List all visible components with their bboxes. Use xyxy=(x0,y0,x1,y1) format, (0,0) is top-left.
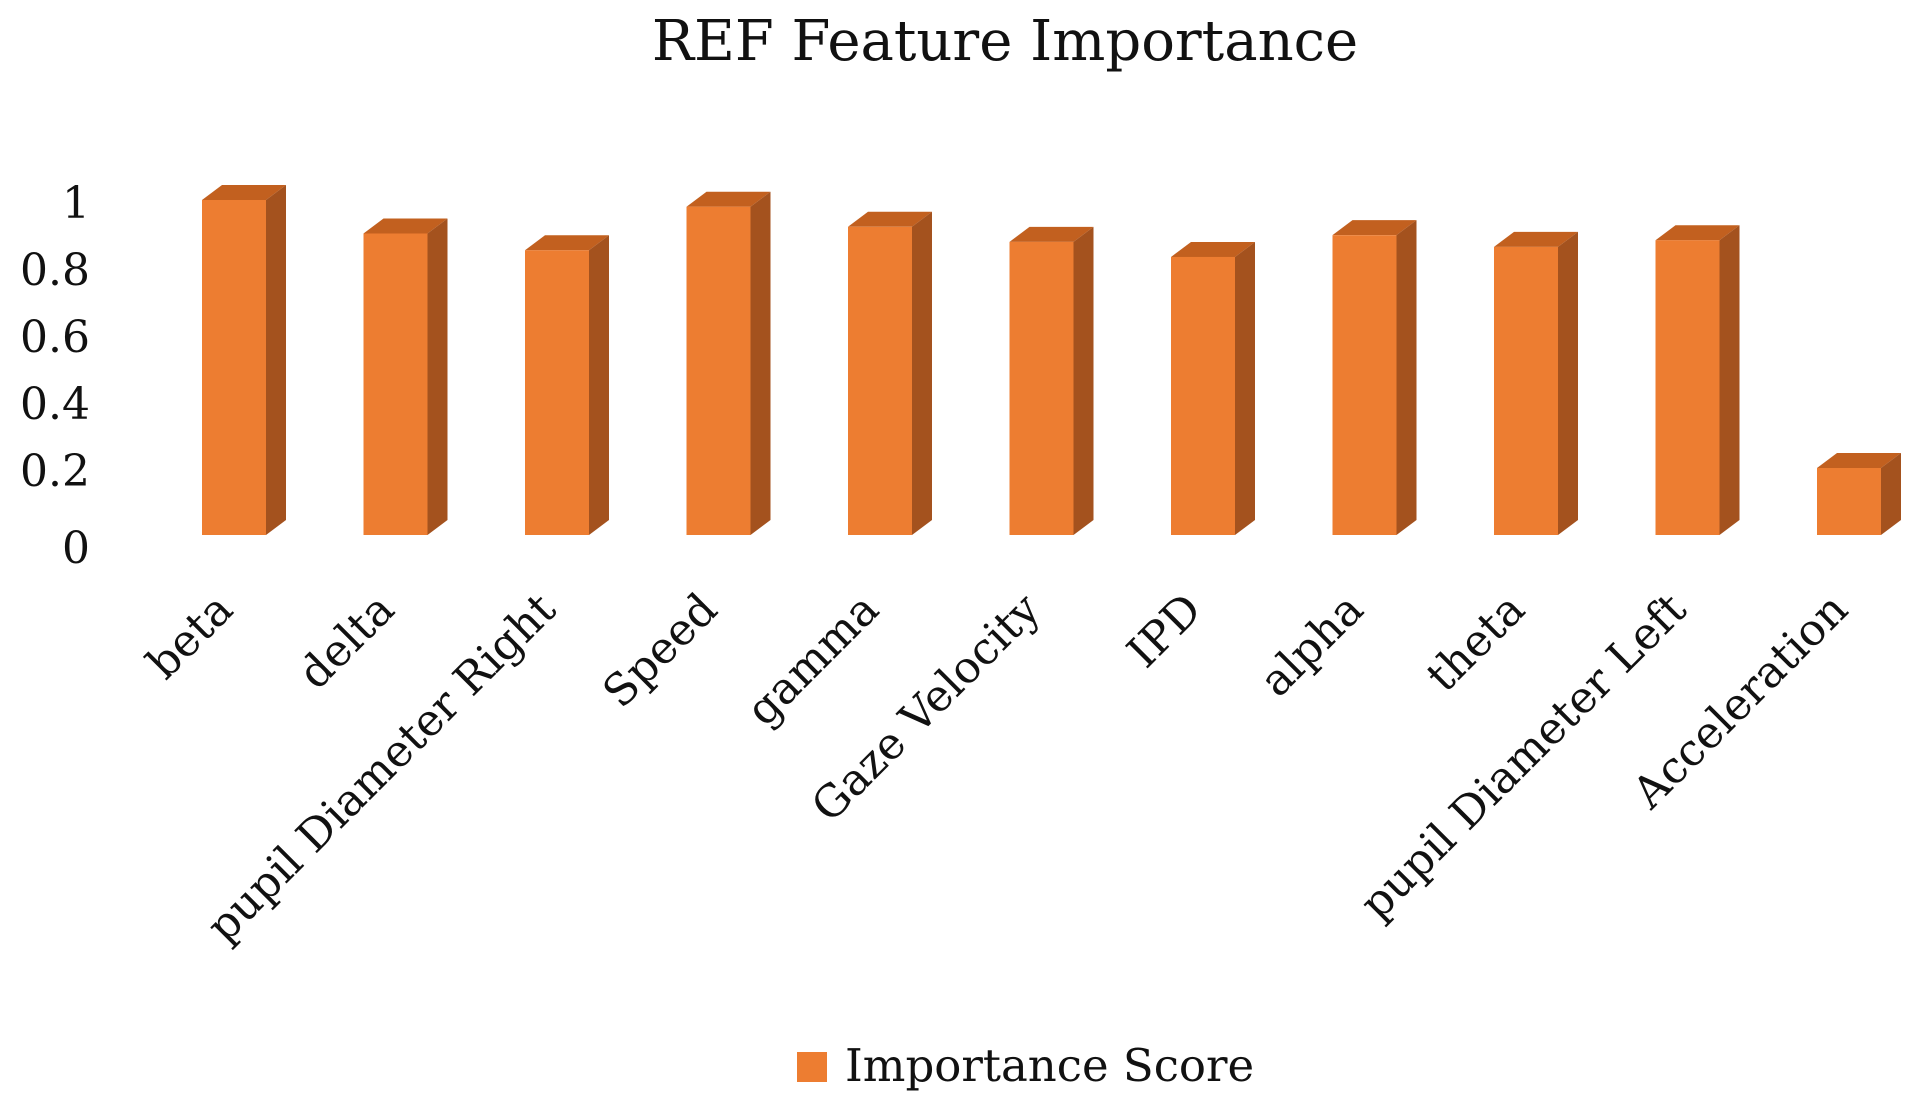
bar-top xyxy=(363,218,448,234)
bar-top xyxy=(1655,225,1740,241)
bar-front xyxy=(202,200,266,535)
bar xyxy=(848,211,932,536)
bar-side xyxy=(427,218,448,535)
bar-side xyxy=(1073,226,1094,535)
bar-side xyxy=(750,191,771,535)
bar-top xyxy=(1494,231,1578,247)
bar-front xyxy=(1332,235,1397,536)
bar-front xyxy=(1171,256,1235,535)
bar-front xyxy=(363,233,428,535)
bar xyxy=(363,218,448,535)
y-tick-label: 0 xyxy=(62,523,90,574)
bar xyxy=(525,235,609,535)
bar-top xyxy=(686,191,771,207)
bar-side xyxy=(589,235,609,535)
x-tick-label: alpha xyxy=(1250,584,1373,707)
bar-front xyxy=(848,226,912,536)
bar-top xyxy=(202,185,286,200)
bar-front xyxy=(1817,468,1881,535)
bar-side xyxy=(266,185,286,535)
bars xyxy=(202,185,1901,536)
y-tick-label: 1 xyxy=(62,178,90,229)
bar-front xyxy=(1494,246,1558,535)
bar-top xyxy=(1171,241,1255,257)
x-tick-label: IPD xyxy=(1118,584,1212,678)
bar xyxy=(1171,241,1255,535)
bar xyxy=(1009,226,1094,535)
bar-front xyxy=(1655,240,1720,535)
y-tick-label: 0.4 xyxy=(20,379,90,430)
bar-side xyxy=(1881,453,1901,535)
x-tick-label: delta xyxy=(289,584,404,699)
bar-front xyxy=(1009,241,1074,535)
bar xyxy=(1494,231,1578,535)
x-tick-label: gamma xyxy=(737,584,889,736)
y-tick-label: 0.2 xyxy=(20,446,90,497)
x-tick-label: beta xyxy=(137,584,242,689)
bar-side xyxy=(1558,231,1578,535)
legend-label: Importance Score xyxy=(845,1039,1254,1092)
bar-top xyxy=(1332,220,1417,236)
bar-front xyxy=(686,206,751,535)
bar-side xyxy=(1396,220,1417,536)
bar xyxy=(1655,225,1740,535)
legend-swatch xyxy=(797,1052,827,1082)
chart-title: REF Feature Importance xyxy=(652,9,1358,74)
bar-top xyxy=(525,235,609,251)
x-tick-label: pupil Diameter Left xyxy=(1350,583,1696,929)
bar-top xyxy=(848,211,932,227)
y-tick-label: 0.8 xyxy=(20,245,90,296)
bar-side xyxy=(1719,225,1740,535)
bar-side xyxy=(1235,241,1255,535)
x-tick-label: theta xyxy=(1417,584,1535,702)
bar-top xyxy=(1009,226,1094,242)
bar-side xyxy=(912,211,932,536)
bar-front xyxy=(525,250,589,535)
y-axis: 0 0.2 0.4 0.6 0.8 1 xyxy=(20,178,90,574)
bar xyxy=(686,191,771,535)
bar xyxy=(1332,220,1417,536)
bar-top xyxy=(1817,453,1901,468)
bar xyxy=(1817,453,1901,535)
y-tick-label: 0.6 xyxy=(20,312,90,363)
legend: Importance Score xyxy=(797,1039,1254,1092)
bar xyxy=(202,185,286,535)
x-tick-label: Speed xyxy=(593,584,727,718)
